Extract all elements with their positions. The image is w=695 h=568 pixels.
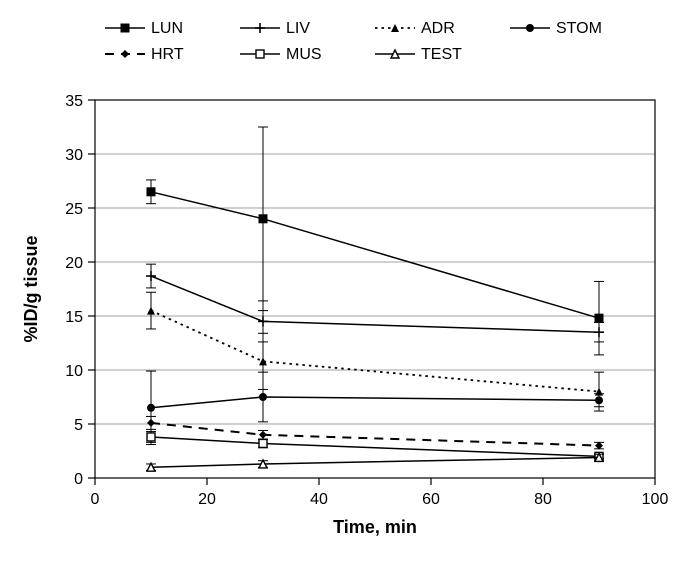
y-tick-label: 0: [74, 471, 83, 488]
legend-label-adr: ADR: [421, 20, 455, 37]
x-tick-label: 60: [422, 491, 440, 508]
x-tick-label: 20: [198, 491, 216, 508]
legend-label-mus: MUS: [286, 46, 322, 63]
y-tick-label: 10: [65, 363, 83, 380]
y-tick-label: 15: [65, 309, 83, 326]
tissue-time-chart: 0 20 40 60 80 100 0 5 10 15 20 25 30 35 Time, min %ID/g…: [0, 0, 695, 568]
y-tick-label: 5: [74, 417, 83, 434]
legend-label-test: TEST: [421, 46, 462, 63]
y-tick-label: 30: [65, 147, 83, 164]
x-tick-label: 40: [310, 491, 328, 508]
x-axis-label: Time, min: [333, 517, 417, 537]
legend-label-hrt: HRT: [151, 46, 184, 63]
x-tick-label: 80: [534, 491, 552, 508]
y-axis-label: %ID/g tissue: [21, 235, 41, 342]
legend-label-stom: STOM: [556, 20, 602, 37]
legend-label-liv: LIV: [286, 20, 310, 37]
y-tick-label: 20: [65, 255, 83, 272]
legend-label-lun: LUN: [151, 20, 183, 37]
y-tick-label: 35: [65, 93, 83, 110]
y-tick-label: 25: [65, 201, 83, 218]
x-tick-label: 100: [642, 491, 669, 508]
x-tick-label: 0: [91, 491, 100, 508]
